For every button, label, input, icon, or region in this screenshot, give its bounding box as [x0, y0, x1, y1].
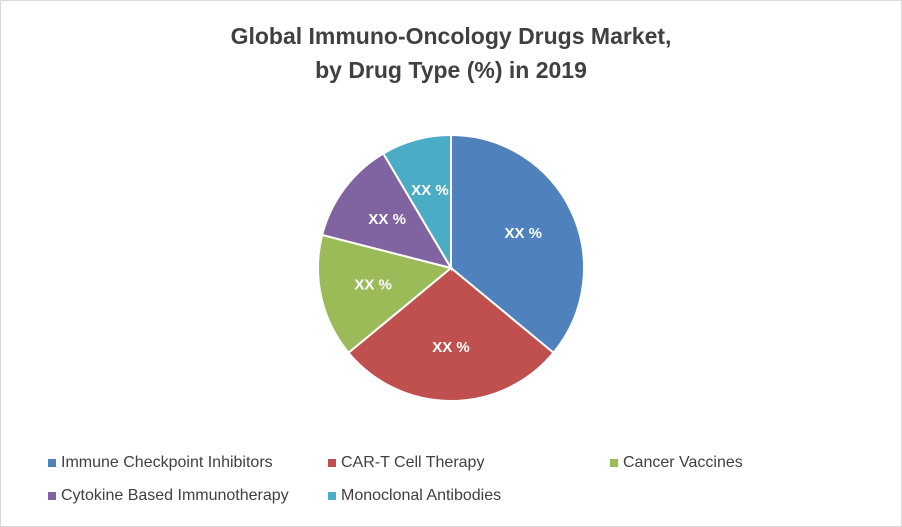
legend-label: Cytokine Based Immunotherapy [61, 487, 289, 504]
legend-label: Monoclonal Antibodies [341, 487, 501, 504]
pie-slice [317, 233, 454, 355]
data-label: XX % [354, 276, 392, 293]
legend-swatch [328, 492, 336, 500]
data-label: XX % [368, 211, 406, 228]
legend-swatch [48, 459, 56, 467]
chart-title: by Drug Type (%) in 2019 [315, 57, 587, 83]
pie-slice [347, 266, 555, 402]
legend-swatch [328, 459, 336, 467]
data-label: XX % [432, 339, 470, 356]
legend-label: Cancer Vaccines [623, 454, 743, 471]
legend-swatch [48, 492, 56, 500]
data-label: XX % [504, 225, 542, 242]
legend-label: Immune Checkpoint Inhibitors [61, 454, 273, 471]
legend-label: CAR-T Cell Therapy [341, 454, 484, 471]
pie-slice [450, 133, 585, 355]
pie-slice [381, 133, 452, 272]
pie-slice [320, 152, 454, 270]
chart-title: Global Immuno-Oncology Drugs Market, [231, 23, 672, 49]
data-label: XX % [411, 182, 449, 199]
legend-swatch [610, 459, 618, 467]
